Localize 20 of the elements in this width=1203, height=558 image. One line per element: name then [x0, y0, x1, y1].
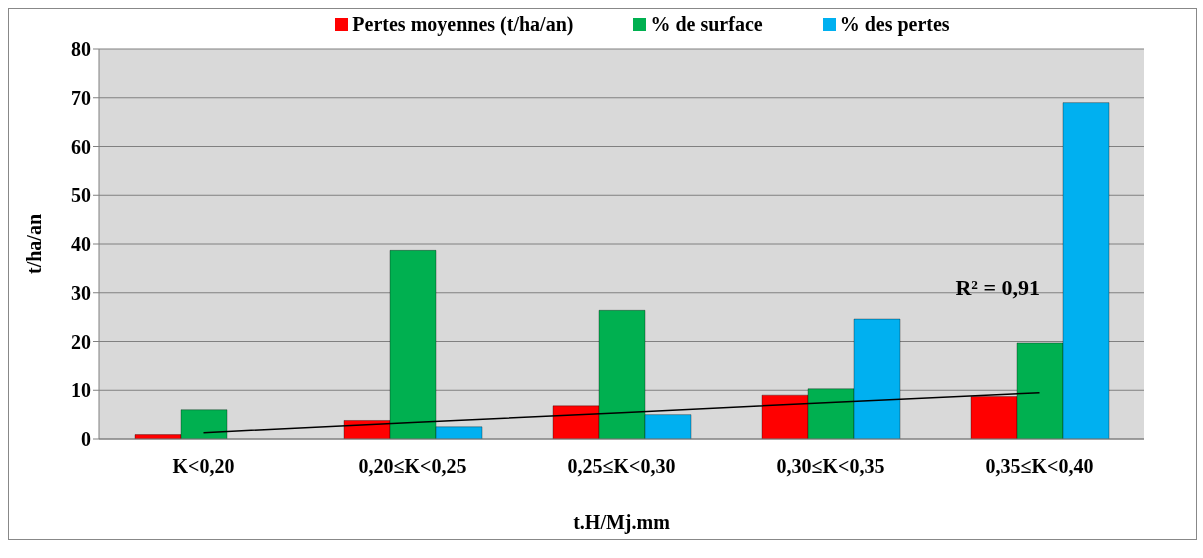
y-tick-label: 30 — [71, 281, 91, 304]
annotation: R² = 0,91 — [955, 274, 1040, 300]
y-tick-label: 40 — [71, 233, 91, 256]
x-tick-label: 0,20≤K<0,25 — [358, 455, 467, 478]
x-tick-label: 0,25≤K<0,30 — [567, 455, 676, 478]
x-tick-label: 0,30≤K<0,35 — [776, 455, 885, 478]
x-axis-title: t.H/Mj.mm — [573, 511, 671, 534]
legend-label: % de surface — [650, 12, 763, 36]
y-tick-label: 0 — [81, 428, 91, 451]
y-tick-label: 50 — [71, 184, 91, 207]
y-tick-label: 20 — [71, 330, 91, 353]
y-axis-title: t/ha/an — [23, 213, 46, 275]
x-tick-label: K<0,20 — [172, 455, 235, 478]
legend-label: % des pertes — [839, 12, 950, 36]
y-tick-label: 80 — [71, 38, 91, 61]
y-tick-label: 60 — [71, 135, 91, 158]
x-tick-label: 0,35≤K<0,40 — [985, 455, 1094, 478]
legend-label: Pertes moyennes (t/ha/an) — [352, 12, 574, 36]
y-tick-label: 10 — [71, 379, 91, 402]
y-tick-label: 70 — [71, 86, 91, 109]
